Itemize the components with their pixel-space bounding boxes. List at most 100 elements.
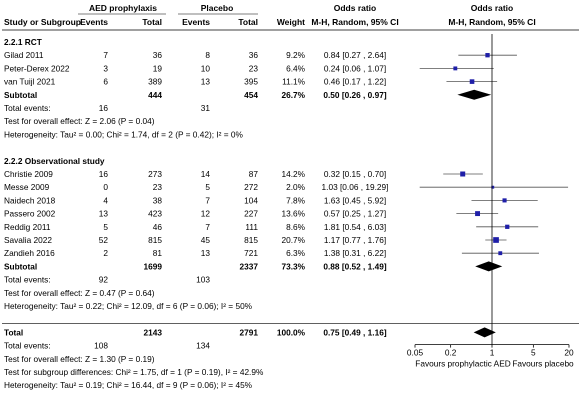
header-total-placebo: Total [238,17,258,27]
total-events-aed: 92 [99,275,109,285]
table-row: Heterogeneity: Tau² = 0.22; Chi² = 12.09… [4,301,253,311]
study-marker [491,185,495,189]
test-statistic: Test for overall effect: Z = 1.30 (P = 0… [4,354,155,364]
study-or-ci: 0.46 [0.17 , 1.22] [324,77,386,87]
placebo-events: 14 [201,169,211,179]
subtotal-or-ci: 0.88 [0.52 , 1.49] [323,261,386,271]
study-or-ci: 1.63 [0.45 , 5.92] [324,195,386,205]
header-group-placebo: Placebo [201,3,234,13]
table-row: Heterogeneity: Tau² = 0.19; Chi² = 16.44… [4,380,253,390]
header-study: Study or Subgroup [4,17,81,27]
study-marker [493,237,499,243]
table-header: AED prophylaxis Placebo Study or Subgrou… [2,3,579,31]
subtotal-diamond [457,89,492,100]
table-row: Total events: 108 134 [4,341,210,351]
study-or-ci: 1.81 [0.54 , 6.03] [324,222,386,232]
study-weight: 6.3% [286,248,306,258]
total-events-placebo: 31 [201,103,211,113]
x-axis: 0.05 0.2 1 5 20 Favours prophylactic AED Favou… [407,344,574,369]
plot-area [419,34,569,345]
placebo-total: 111 [245,222,258,232]
study-weight: 7.8% [286,195,306,205]
study-marker [475,211,481,217]
subtotal-placebo-total: 2337 [240,261,259,271]
table-row: Savalia 2022 52 815 45 815 20.7% 1.17 [0.77 , … [4,235,386,245]
table-row: Total 2143 2791 100.0% 0.75 [0.49 , 1.16] [4,327,387,337]
study-name: Christie 2009 [4,169,53,179]
placebo-total: 87 [249,169,259,179]
header-or: Odds ratio [334,3,377,13]
study-marker [498,251,503,256]
table-row: Test for subgroup differences: Chi² = 1.… [4,367,264,377]
study-or-ci: 1.17 [0.77 , 1.76] [324,235,386,245]
table-row: Zandieh 2016 2 81 13 721 6.3% 1.38 [0.31 , 6.2… [4,248,386,258]
placebo-total: 104 [244,195,258,205]
study-weight: 9.2% [286,50,306,60]
placebo-events: 45 [201,235,211,245]
study-weight: 2.0% [286,182,306,192]
aed-total: 38 [153,195,163,205]
subgroup-heading: 2.2.2 Observational study [4,156,105,166]
placebo-total: 272 [244,182,258,192]
placebo-events: 7 [205,222,210,232]
header-weight: Weight [277,17,305,27]
aed-events: 16 [99,169,109,179]
study-or-ci: 1.03 [0.06 , 19.29] [322,182,389,192]
table-row: Heterogeneity: Tau² = 0.00; Chi² = 1.74,… [4,129,243,139]
aed-events: 2 [103,248,108,258]
study-name: Passero 2002 [4,209,56,219]
test-statistic: Test for overall effect: Z = 0.47 (P = 0… [4,288,155,298]
aed-events: 4 [103,195,108,205]
table-row: Test for overall effect: Z = 1.30 (P = 0… [4,354,155,364]
placebo-events: 13 [201,248,211,258]
total-events-label: Total events: [4,341,51,351]
subtotal-label: Subtotal [4,261,37,271]
table-row: Reddig 2011 5 46 7 111 8.6% 1.81 [0.54 , 6.03] [4,222,386,232]
study-marker [502,198,507,203]
table-row: van Tuijl 2021 6 389 13 395 11.1% 0.46 [0.17 ,… [4,77,386,87]
aed-total: 273 [148,169,162,179]
aed-total: 19 [153,63,163,73]
placebo-total: 227 [244,209,258,219]
x-tick-label: 1 [490,348,495,358]
test-statistic: Test for subgroup differences: Chi² = 1.… [4,367,264,377]
table-row: Passero 2002 13 423 12 227 13.6% 0.57 [0.25 , … [4,209,386,219]
table-row: Gilad 2011 7 36 8 36 9.2% 0.84 [0.27 , 2.64] [4,50,386,60]
aed-events: 13 [99,209,109,219]
aed-events: 6 [103,77,108,87]
table-row: Test for overall effect: Z = 0.47 (P = 0… [4,288,155,298]
total-events-label: Total events: [4,103,51,113]
study-marker [453,66,458,71]
study-or-ci: 0.24 [0.06 , 1.07] [324,63,386,73]
total-events-placebo: 103 [196,275,210,285]
table-row: Messe 2009 0 23 5 272 2.0% 1.03 [0.06 , 19.29] [4,182,388,192]
placebo-events: 8 [205,50,210,60]
table-row: Total events: 92 103 [4,275,210,285]
placebo-total: 36 [249,50,259,60]
aed-total: 36 [153,50,163,60]
study-or-ci: 1.38 [0.31 , 6.22] [324,248,386,258]
table-row: Subtotal 444 454 26.7% 0.50 [0.26 , 0.97] [4,90,387,100]
total-events-placebo: 134 [196,341,210,351]
placebo-total: 23 [249,63,259,73]
axis-label-right: Favours placebo [512,359,574,369]
study-marker [469,79,475,84]
table-row: 2.2.2 Observational study [4,156,105,166]
study-name: Gilad 2011 [4,50,44,60]
axis-label-left: Favours prophylactic AED [415,359,510,369]
subtotal-diamond [475,261,503,272]
study-weight: 20.7% [281,235,305,245]
placebo-events: 13 [201,77,211,87]
table-row: Total events: 16 31 [4,103,210,113]
study-name: Messe 2009 [4,182,50,192]
header-plot: Odds ratio [471,3,514,13]
study-name: van Tuijl 2021 [4,77,56,87]
subtotal-placebo-total: 454 [244,90,258,100]
total-or-ci: 0.75 [0.49 , 1.16] [323,327,386,337]
header-events-aed: Events [80,17,108,27]
header-events-placebo: Events [182,17,210,27]
aed-total: 423 [148,209,162,219]
subtotal-or-ci: 0.50 [0.26 , 0.97] [323,90,386,100]
subtotal-aed-total: 444 [148,90,162,100]
